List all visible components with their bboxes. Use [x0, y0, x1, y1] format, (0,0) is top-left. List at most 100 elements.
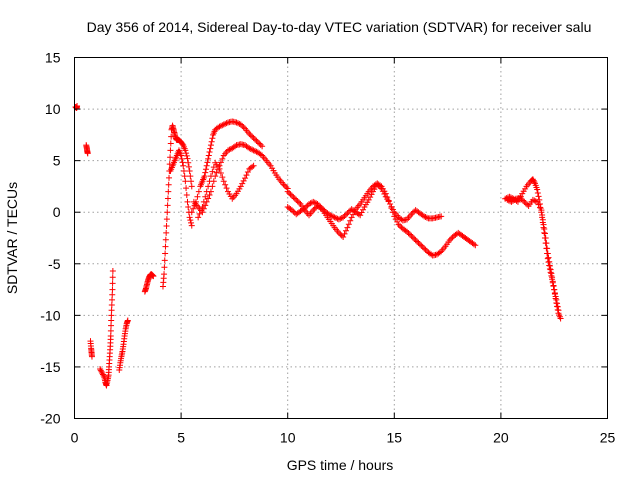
data-point-interp	[200, 198, 207, 205]
data-point	[365, 196, 372, 203]
series-segment-14	[502, 176, 562, 314]
data-point-interp	[109, 296, 116, 303]
series-segment-3	[87, 338, 95, 360]
data-point	[546, 262, 553, 269]
data-point-interp	[294, 198, 301, 205]
data-point	[180, 162, 187, 169]
data-point-interp	[107, 327, 114, 334]
data-point	[540, 221, 547, 228]
y-tick-labels: -20 -15 -10 -5 0 5 10 15	[40, 50, 60, 427]
data-point	[242, 175, 249, 182]
data-point-interp	[207, 145, 214, 152]
data-point	[186, 167, 193, 174]
data-point-interp	[183, 185, 190, 192]
data-point-interp	[195, 188, 202, 195]
data-point-interp	[347, 217, 354, 224]
data-point	[412, 237, 419, 244]
y-tick-label: -10	[40, 307, 60, 323]
data-point-interp	[535, 193, 542, 200]
data-point-interp	[345, 208, 352, 215]
data-point-interp	[108, 307, 115, 314]
data-point-interp	[541, 226, 548, 233]
grid-lines	[74, 57, 608, 419]
series-segment-6	[141, 271, 157, 295]
data-point-interp	[209, 135, 216, 142]
data-point-interp	[240, 177, 247, 184]
y-tick-label: 5	[53, 153, 61, 169]
data-point-interp	[97, 367, 104, 374]
x-tick-labels: 0 5 10 15 20 25	[71, 430, 616, 446]
data-point	[207, 173, 214, 180]
data-point-interp	[222, 120, 229, 127]
series-segment-2	[83, 142, 91, 157]
data-point	[504, 196, 511, 203]
data-point-interp	[414, 238, 421, 245]
data-point-interp	[375, 182, 382, 189]
data-point	[220, 178, 227, 185]
data-point-interp	[409, 234, 416, 241]
data-point	[203, 162, 210, 169]
data-point-interp	[179, 141, 186, 148]
data-point-interp	[315, 202, 322, 209]
x-tick-label: 25	[600, 430, 616, 446]
data-point-interp	[551, 291, 558, 298]
data-point	[514, 198, 521, 205]
data-point-interp	[197, 207, 204, 214]
data-point-interp	[244, 168, 251, 175]
plot-frame	[74, 57, 608, 419]
data-point	[335, 216, 342, 223]
data-point-interp	[368, 191, 375, 198]
data-point-interp	[519, 197, 526, 204]
data-point-interp	[223, 120, 230, 127]
data-point-interp	[164, 202, 171, 209]
data-point	[188, 222, 195, 229]
data-point	[184, 155, 191, 162]
data-point-interp	[188, 219, 195, 226]
data-point	[306, 200, 313, 207]
data-point	[529, 196, 536, 203]
data-point-interp	[531, 197, 538, 204]
data-point	[84, 150, 91, 157]
data-point	[301, 205, 308, 212]
data-point	[250, 147, 257, 154]
data-point-interp	[247, 145, 254, 152]
data-point-interp	[249, 163, 256, 170]
data-point	[310, 198, 317, 205]
data-point	[99, 370, 106, 377]
data-point-interp	[163, 216, 170, 223]
data-point-interp	[388, 203, 395, 210]
data-point-interp	[99, 371, 106, 378]
data-point	[237, 183, 244, 190]
data-point-interp	[360, 206, 367, 213]
data-point-interp	[206, 149, 213, 156]
series-segment-15	[504, 194, 564, 322]
data-point	[408, 232, 415, 239]
data-point	[109, 268, 116, 275]
data-point-interp	[165, 181, 172, 188]
data-point	[108, 302, 115, 309]
data-point	[288, 192, 295, 199]
data-point-interp	[108, 322, 115, 329]
data-point-interp	[167, 154, 174, 161]
data-point	[167, 147, 174, 154]
data-point-interp	[536, 204, 543, 211]
data-point-interp	[205, 155, 212, 162]
data-point-interp	[161, 257, 168, 264]
data-point	[216, 123, 223, 130]
y-tick-label: -5	[48, 256, 61, 272]
series-segment-10	[190, 141, 291, 216]
axis-ticks	[74, 57, 608, 419]
data-point	[233, 119, 240, 126]
data-point-interp	[539, 216, 546, 223]
data-point	[344, 210, 351, 217]
data-point-interp	[185, 204, 192, 211]
data-point-interp	[243, 172, 250, 179]
data-point-interp	[196, 210, 203, 217]
data-point	[378, 185, 385, 192]
data-point	[416, 241, 423, 248]
data-point-interp	[532, 198, 539, 205]
data-point-interp	[183, 150, 190, 157]
x-axis-label: GPS time / hours	[287, 457, 394, 473]
data-point-interp	[202, 169, 209, 176]
data-point-interp	[406, 231, 413, 238]
